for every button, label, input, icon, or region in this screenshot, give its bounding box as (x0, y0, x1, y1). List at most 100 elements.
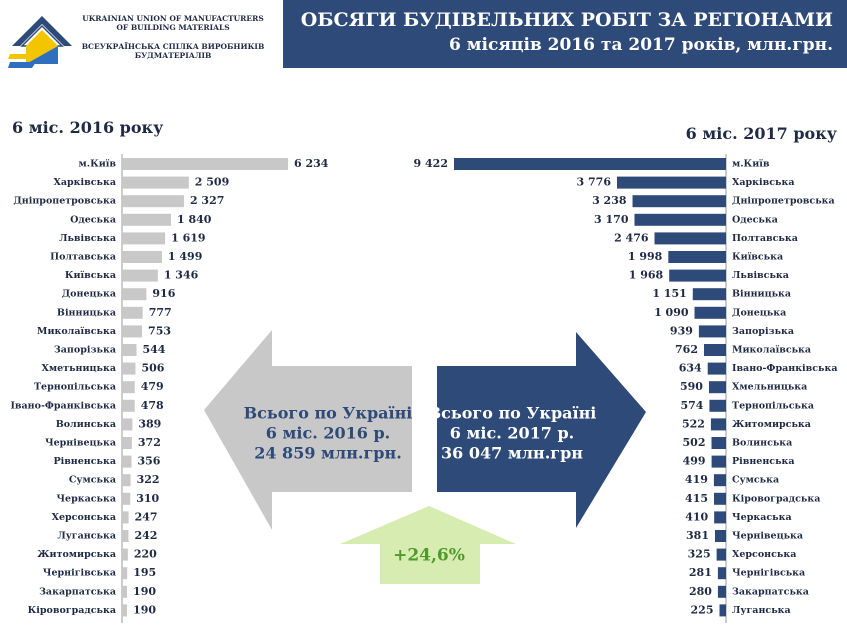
value-label-2017: 281 (689, 566, 712, 579)
value-label-2017: 381 (686, 529, 709, 542)
category-label-2017: Черкаська (732, 512, 792, 523)
value-label-2016: 478 (141, 399, 164, 412)
summary-2017-line: Всього по Україні (428, 404, 597, 423)
bar-2016 (122, 492, 131, 505)
category-label-2017: Харківська (732, 177, 795, 188)
bar-2017 (710, 418, 726, 431)
value-label-2016: 389 (138, 417, 161, 430)
value-label-2016: 753 (148, 324, 171, 337)
value-label-2016: 310 (136, 492, 159, 505)
title-banner: ОБСЯГИ БУДІВЕЛЬНИХ РОБІТ ЗА РЕГІОНАМИ 6 … (283, 0, 847, 68)
category-label-2017: Сумська (732, 475, 779, 486)
bar-2016 (122, 437, 132, 449)
category-label-2017: Чернігівська (732, 568, 805, 579)
value-label-2016: 242 (134, 529, 157, 542)
category-label-2017: Луганська (732, 605, 791, 616)
arrow-2016 (204, 330, 412, 530)
category-label-2017: Запорізька (732, 326, 794, 337)
value-label-2016: 479 (141, 380, 164, 393)
bar-2016 (122, 344, 137, 356)
bar-2016 (122, 362, 136, 375)
category-label-2016: Харківська (54, 177, 117, 188)
value-label-2017: 1 151 (652, 287, 686, 300)
value-label-2017: 410 (685, 510, 708, 523)
bar-2016 (122, 176, 189, 189)
category-label-2016: Запорізька (54, 345, 116, 356)
bar-2016 (122, 511, 129, 524)
category-label-2016: Житомирська (37, 549, 116, 560)
chart-title-2016: 6 міс. 2016 року (12, 118, 164, 137)
value-label-2016: 195 (133, 566, 156, 579)
summary-2017-line: 6 міс. 2017 р. (450, 424, 574, 443)
value-label-2017: 225 (691, 603, 714, 616)
value-label-2017: 419 (685, 473, 708, 486)
category-label-2017: Хмельницька (732, 382, 807, 393)
category-label-2016: Чернігівська (43, 568, 116, 579)
category-label-2017: Одеська (732, 214, 778, 225)
bar-2017 (714, 492, 726, 505)
value-label-2016: 322 (137, 473, 160, 486)
value-label-2016: 916 (152, 287, 175, 300)
category-label-2017: Івано-Франківська (732, 363, 838, 374)
value-label-2017: 1 998 (628, 250, 663, 263)
bar-2016 (122, 158, 288, 170)
category-label-2017: м.Київ (732, 159, 770, 170)
org-name-en: UKRAINIAN UNION OF MANUFACTURERS OF BUIL… (82, 14, 264, 32)
value-label-2017: 590 (680, 380, 703, 393)
value-label-2016: 544 (142, 343, 165, 356)
category-label-2017: Донецька (732, 307, 786, 318)
bar-2017 (707, 362, 726, 375)
category-label-2017: Житомирська (732, 419, 811, 430)
value-label-2016: 2 327 (190, 194, 224, 207)
value-label-2017: 762 (675, 343, 698, 356)
category-label-2017: Полтавська (732, 233, 798, 244)
bar-2017 (668, 251, 726, 263)
bar-2017 (714, 511, 726, 524)
bar-2017 (717, 585, 726, 598)
value-label-2017: 522 (682, 417, 705, 430)
arrow-2017 (437, 332, 646, 528)
growth-arrow (340, 506, 516, 584)
value-label-2016: 2 509 (195, 176, 229, 189)
category-label-2017: Херсонська (732, 549, 796, 560)
bar-2016 (122, 288, 147, 301)
category-label-2016: Закарпатська (39, 586, 116, 597)
value-label-2017: 1 968 (629, 269, 664, 282)
bar-2016 (122, 585, 128, 598)
bar-2016 (122, 251, 162, 263)
category-label-2016: Київська (65, 270, 116, 281)
category-label-2016: Сумська (69, 475, 116, 486)
category-label-2017: Дніпропетровська (732, 196, 835, 207)
category-label-2016: Миколаївська (37, 326, 116, 337)
category-label-2016: Хметьницька (42, 363, 116, 374)
bar-2017 (719, 604, 726, 617)
bar-2017 (654, 232, 726, 245)
value-label-2017: 634 (679, 362, 702, 375)
category-label-2017: Чернівецька (732, 531, 803, 542)
category-label-2017: Волинська (732, 438, 792, 449)
value-label-2016: 1 499 (168, 250, 202, 263)
summary-2016-line: Всього по Україні (244, 404, 413, 423)
bar-2017 (692, 288, 726, 301)
bar-2017 (634, 213, 726, 226)
bar-2016 (122, 548, 128, 561)
category-label-2017: Рівненська (732, 456, 795, 467)
value-label-2016: 1 619 (171, 231, 205, 244)
bar-2016 (122, 306, 143, 319)
bar-2016 (122, 269, 158, 282)
value-label-2017: 1 090 (654, 306, 689, 319)
value-label-2016: 777 (149, 306, 172, 319)
category-label-2017: Вінницька (732, 289, 791, 300)
value-label-2017: 3 170 (594, 213, 629, 226)
value-label-2016: 220 (134, 548, 157, 561)
category-label-2016: Кіровоградська (28, 605, 116, 616)
bar-2016 (122, 213, 171, 226)
value-label-2016: 247 (135, 510, 158, 523)
value-label-2017: 574 (680, 399, 703, 412)
value-label-2016: 372 (138, 436, 161, 449)
category-label-2016: Вінницька (57, 307, 116, 318)
bar-2017 (704, 344, 726, 356)
category-label-2016: Волинська (56, 419, 116, 430)
category-label-2016: Одеська (70, 214, 116, 225)
